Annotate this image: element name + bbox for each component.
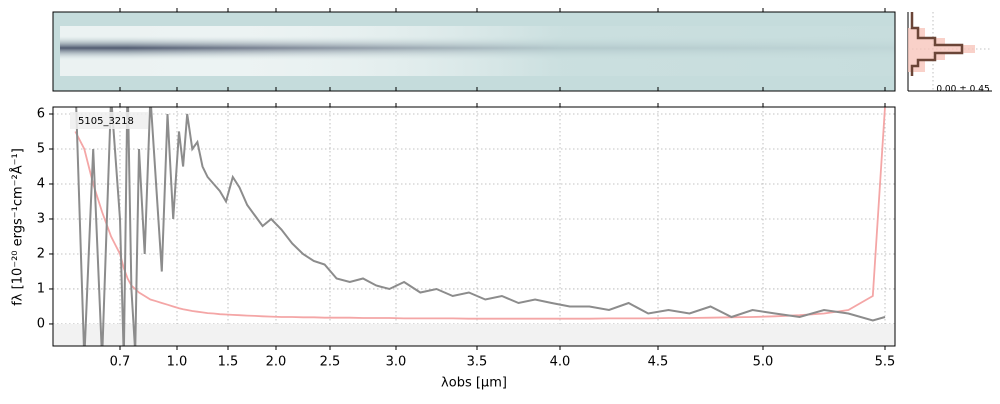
y-axis-label: fλ [10⁻²⁰ ergs⁻¹cm⁻²Å⁻¹] [10,148,26,306]
x-tick-label: 5.5 [875,355,896,370]
object-label: 5105_3218 [78,116,134,127]
x-tick-label: 0.7 [110,355,131,370]
x-tick-label: 2.0 [266,355,287,370]
x-axis-label: λobs [μm] [441,376,507,391]
x-tick-label: 3.5 [467,355,488,370]
plot-frame [52,106,896,347]
spectrum-2d [52,11,896,92]
error-line [74,107,886,320]
y-tick-label: 2 [37,246,45,261]
y-tick-label: 1 [37,281,45,296]
y-tick-label: 3 [37,211,45,226]
x-tick-label: 1.0 [167,355,188,370]
plot-area [53,107,895,346]
zero-band [53,324,895,346]
y-tick-label: 4 [37,176,45,191]
y-tick-label: 5 [37,141,45,156]
x-tick-label: 1.5 [218,355,239,370]
x-tick-label: 4.0 [550,355,571,370]
noise-label: 0.00 ± 0.45 [936,85,989,95]
flux-line [75,107,886,346]
y-tick-label: 6 [37,106,45,121]
label-box [70,112,148,129]
x-tick-label: 3.0 [386,355,407,370]
noise-histogram: 0.00 ± 0.45 [907,12,992,95]
x-tick-label: 4.5 [648,355,669,370]
x-tick-label: 5.0 [753,355,774,370]
y-tick-label: 0 [37,316,45,331]
x-tick-label: 2.5 [320,355,341,370]
